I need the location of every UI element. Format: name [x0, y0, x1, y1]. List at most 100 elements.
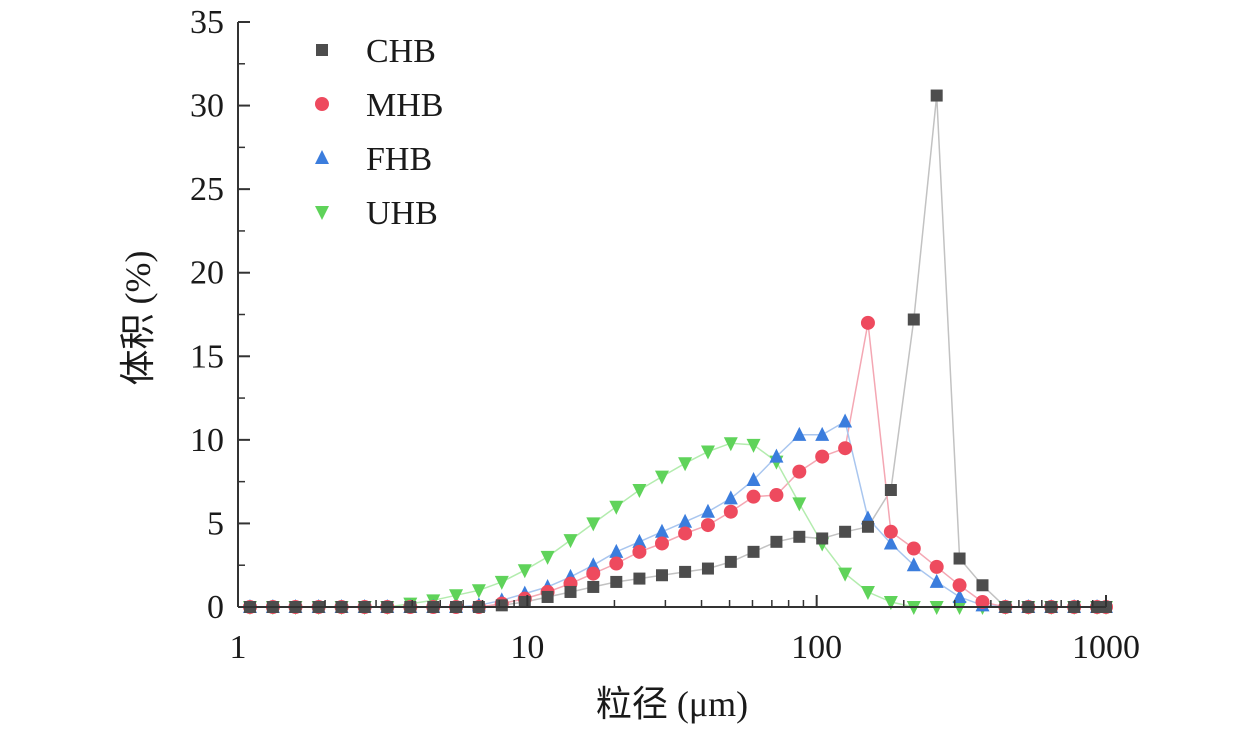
y-tick-label: 0 [207, 589, 224, 626]
point-mhb [906, 541, 921, 556]
point-chb [633, 572, 646, 585]
point-chb [587, 580, 600, 593]
y-tick-label: 15 [190, 338, 224, 375]
point-uhb [792, 497, 807, 512]
point-chb [495, 599, 508, 612]
legend: CHB MHB FHB UHB [315, 33, 443, 232]
point-chb [701, 562, 714, 575]
x-tick-label: 10 [510, 629, 544, 666]
point-uhb [471, 584, 486, 599]
legend-label-mhb: MHB [366, 87, 443, 124]
point-mhb [746, 489, 761, 504]
point-uhb [654, 470, 669, 485]
legend-marker-uhb [315, 206, 329, 220]
x-tick-label: 1000 [1072, 629, 1140, 666]
point-uhb [494, 575, 509, 590]
y-tick-label: 5 [207, 505, 224, 542]
point-chb [724, 555, 737, 568]
x-axis-title: 粒径 (μm) [596, 684, 748, 724]
legend-label-fhb: FHB [366, 141, 432, 178]
tick-labels: 0 5 10 15 20 25 30 35 1 10 100 1000 [190, 4, 1140, 666]
point-chb [541, 590, 554, 603]
legend-label-chb: CHB [366, 33, 436, 70]
y-tick-label: 30 [190, 88, 224, 125]
point-fhb [792, 426, 807, 441]
point-mhb [815, 449, 830, 464]
point-mhb [769, 488, 784, 503]
point-mhb [952, 578, 967, 593]
point-mhb [609, 556, 624, 571]
point-chb [930, 89, 943, 102]
point-chb [770, 535, 783, 548]
point-fhb [838, 413, 853, 428]
point-mhb [700, 518, 715, 533]
ticks [237, 21, 1107, 608]
point-fhb [746, 471, 761, 486]
point-uhb [883, 595, 898, 610]
legend-marker-fhb [315, 150, 329, 164]
point-fhb [632, 533, 647, 548]
point-chb [839, 525, 852, 538]
point-fhb [952, 588, 967, 603]
point-mhb [883, 524, 898, 539]
legend-marker-chb [316, 44, 328, 56]
point-uhb [838, 567, 853, 582]
legend-label-uhb: UHB [366, 195, 438, 232]
point-fhb [929, 573, 944, 588]
point-fhb [654, 523, 669, 538]
point-mhb [860, 315, 875, 330]
point-chb [953, 552, 966, 565]
x-tick-label: 1 [230, 629, 247, 666]
point-mhb [723, 504, 738, 519]
point-chb [861, 520, 874, 533]
point-chb [747, 545, 760, 558]
point-mhb [678, 526, 693, 541]
point-fhb [883, 535, 898, 550]
point-mhb [632, 544, 647, 559]
point-chb [884, 484, 897, 496]
point-chb [976, 579, 989, 592]
point-uhb [563, 534, 578, 549]
legend-marker-mhb [315, 97, 329, 111]
y-tick-label: 25 [190, 171, 224, 208]
point-uhb [517, 564, 532, 579]
point-fhb [609, 543, 624, 558]
point-uhb [678, 457, 693, 472]
point-chb [610, 575, 623, 588]
point-uhb [860, 585, 875, 600]
point-uhb [746, 438, 761, 453]
point-fhb [678, 513, 693, 528]
point-fhb [700, 503, 715, 518]
point-mhb [929, 559, 944, 574]
point-uhb [449, 589, 464, 604]
point-mhb [586, 566, 601, 581]
point-chb [679, 565, 692, 578]
point-mhb [975, 594, 990, 609]
series-line-mhb [250, 322, 1106, 608]
point-uhb [632, 484, 647, 498]
point-fhb [815, 426, 830, 441]
y-tick-label: 10 [190, 422, 224, 459]
point-fhb [769, 448, 784, 463]
point-uhb [586, 517, 601, 532]
point-chb [816, 532, 829, 545]
point-fhb [723, 490, 738, 505]
x-tick-label: 100 [791, 629, 842, 666]
y-tick-label: 20 [190, 255, 224, 292]
point-chb [655, 569, 668, 582]
point-chb [907, 313, 920, 326]
point-chb [564, 585, 577, 598]
point-uhb [540, 550, 555, 565]
point-chb [793, 530, 806, 543]
point-uhb [723, 437, 738, 452]
point-mhb [792, 464, 807, 479]
y-axis-title: 体积 (%) [118, 251, 158, 386]
point-mhb [654, 536, 669, 551]
y-tick-label: 35 [190, 4, 224, 41]
point-mhb [838, 441, 853, 456]
point-uhb [700, 445, 715, 460]
point-fhb [906, 557, 921, 572]
series-markers [242, 89, 1113, 615]
point-uhb [609, 500, 624, 515]
